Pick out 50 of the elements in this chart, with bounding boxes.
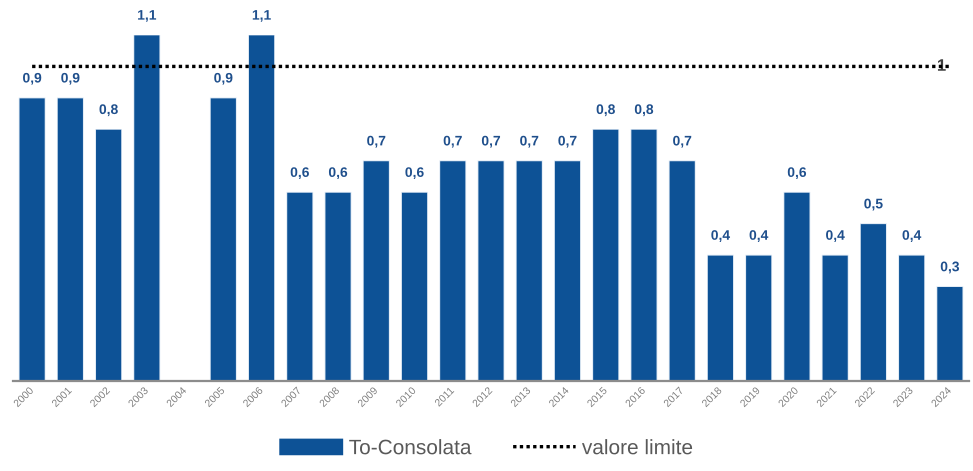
data-label: 0,4 [826, 230, 845, 242]
data-label: 0,4 [711, 230, 730, 242]
bar [439, 160, 466, 381]
data-label: 0,7 [367, 136, 386, 148]
data-label: 0,6 [290, 167, 309, 180]
bar [478, 160, 504, 381]
data-label: 0,7 [558, 136, 577, 148]
bar [18, 97, 46, 381]
data-label: 0,9 [61, 72, 80, 85]
bar [516, 160, 543, 381]
legend-label: valore limite [582, 439, 692, 454]
bar [898, 254, 926, 381]
data-label: 0,6 [405, 167, 424, 180]
data-label: 0,8 [596, 104, 615, 116]
legend-label: To-Consolata [349, 439, 472, 454]
bar [401, 192, 428, 381]
bar [248, 35, 275, 381]
bar [592, 128, 620, 381]
bar [822, 254, 849, 381]
data-label: 0,7 [520, 136, 538, 148]
data-label: 0,9 [214, 72, 232, 85]
bar [95, 128, 122, 381]
data-label: 0,7 [482, 136, 500, 148]
bar [745, 254, 772, 381]
bar [707, 254, 734, 381]
data-label: 0,6 [788, 167, 806, 180]
bar [286, 192, 314, 381]
bar [784, 192, 810, 381]
bar [554, 160, 581, 381]
data-label: 0,7 [444, 136, 462, 148]
data-label: 0,3 [940, 262, 960, 274]
data-label: 0,5 [864, 198, 883, 210]
data-label: 0,4 [902, 230, 922, 242]
data-label: 0,6 [328, 167, 348, 180]
bar [936, 286, 964, 381]
bar [324, 192, 352, 381]
data-label: 0,8 [99, 104, 118, 116]
data-label: 0,4 [750, 230, 768, 242]
data-label: 0,9 [23, 72, 42, 85]
data-label: 1,1 [252, 10, 271, 22]
bar [362, 160, 390, 381]
bar [860, 223, 887, 381]
data-label: 0,7 [673, 136, 692, 148]
bar [630, 128, 658, 381]
data-label: 1,1 [138, 10, 156, 22]
bar [210, 97, 237, 381]
bar [668, 160, 696, 381]
bar [133, 35, 160, 381]
data-label: 0,8 [634, 104, 654, 116]
bar [56, 97, 84, 381]
